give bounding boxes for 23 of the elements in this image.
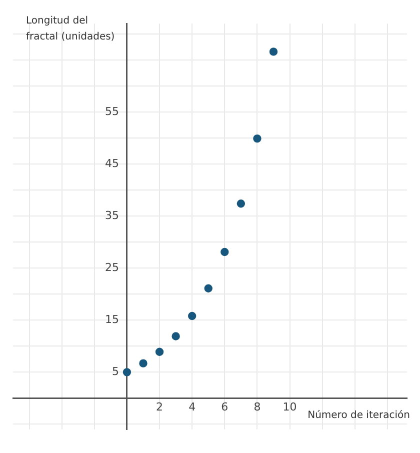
y-tick-label: 45 [104,156,119,170]
x-axis-title: Número de iteración [308,410,410,421]
x-tick-label: 6 [221,400,228,414]
y-tick-label: 25 [104,260,119,274]
x-tick-label: 8 [254,400,261,414]
point [269,48,278,56]
x-tick-label: 4 [188,400,196,414]
y-tick-label: 35 [104,208,119,222]
y-tick-label: 15 [104,313,119,326]
y-axis-title: Longitud del fractal (unidades) [26,16,115,43]
point [253,134,262,143]
point [172,332,180,340]
point [236,200,246,208]
point [220,248,229,256]
y-tick-label: 55 [104,104,119,118]
y-tick-label: 5 [112,365,119,378]
point [122,368,132,376]
point [204,284,212,293]
point [139,359,148,368]
x-tick-label: 2 [156,400,164,414]
point [188,312,196,320]
point [155,348,164,356]
x-tick-label: 10 [282,400,297,414]
